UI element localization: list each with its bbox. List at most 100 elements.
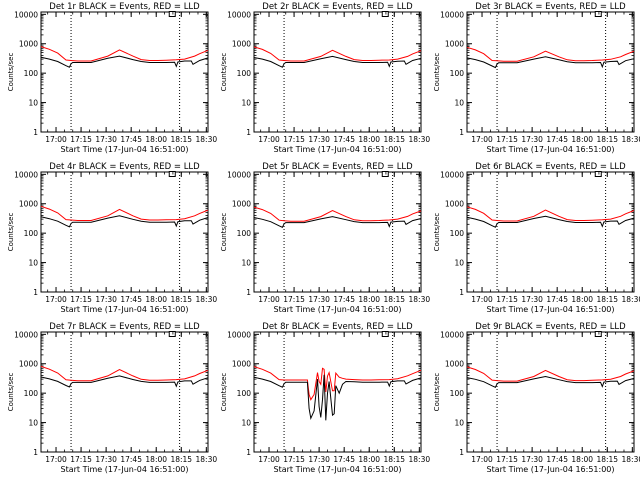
plot-frame: [40, 171, 209, 293]
x-tick-label: 17:45: [546, 295, 568, 304]
y-tick-label: 1: [459, 128, 464, 137]
x-tick-label: 17:45: [546, 455, 568, 464]
x-tick-label: 18:30: [622, 295, 640, 304]
x-tick-label: 17:15: [496, 295, 518, 304]
y-tick-label: 1000: [445, 200, 464, 209]
plot-frame: [253, 331, 422, 453]
x-axis-label: Start Time (17-Jun-04 16:51:00): [274, 145, 402, 154]
x-tick-label: 18:30: [196, 295, 218, 304]
y-tick-label: 10000: [14, 330, 38, 339]
y-tick-label: 1000: [19, 360, 38, 369]
y-tick-label: 10000: [440, 170, 464, 179]
x-axis-label: Start Time (17-Jun-04 16:51:00): [274, 305, 402, 314]
x-tick-label: 18:00: [571, 295, 593, 304]
series-line-black: [253, 374, 422, 421]
marker-box: [168, 11, 176, 17]
x-axis-label: Start Time (17-Jun-04 16:51:00): [61, 305, 189, 314]
x-tick-label: 18:00: [145, 455, 167, 464]
y-tick-label: 100: [450, 389, 465, 398]
detector-panel-1: Det 1r BLACK = Events, RED = LLD 1 10 100 10…: [7, 2, 217, 154]
plot-frame: [40, 331, 209, 453]
x-tick-label: 17:30: [308, 295, 330, 304]
x-tick-label: 18:00: [358, 295, 380, 304]
marker-box: [168, 331, 176, 337]
x-axis-label: Start Time (17-Jun-04 16:51:00): [274, 465, 402, 474]
series-line-red: [466, 366, 635, 382]
y-tick-label: 10000: [14, 10, 38, 19]
x-tick-label: 18:00: [571, 135, 593, 144]
marker-box: [594, 331, 602, 337]
y-tick-label: 10000: [14, 170, 38, 179]
x-tick-label: 18:15: [383, 135, 405, 144]
x-axis-label: Start Time (17-Jun-04 16:51:00): [487, 305, 615, 314]
x-tick-label: 18:15: [383, 455, 405, 464]
y-tick-label: 10000: [227, 330, 251, 339]
x-tick-label: 17:45: [333, 135, 355, 144]
y-tick-label: 1000: [445, 360, 464, 369]
plot-frame: [253, 171, 422, 293]
x-tick-label: 17:30: [521, 295, 543, 304]
y-tick-label: 10000: [227, 170, 251, 179]
x-tick-label: 17:30: [95, 295, 117, 304]
y-tick-label: 100: [237, 69, 252, 78]
x-tick-label: 18:00: [145, 135, 167, 144]
x-tick-label: 18:30: [409, 135, 431, 144]
y-tick-label: 1: [459, 448, 464, 457]
y-tick-label: 100: [24, 229, 39, 238]
y-tick-label: 10: [454, 99, 464, 108]
x-tick-label: 17:30: [308, 455, 330, 464]
y-tick-label: 10000: [440, 10, 464, 19]
y-axis-label: Counts/sec: [220, 213, 228, 252]
x-tick-label: 17:45: [120, 295, 142, 304]
plot-frame: [40, 11, 209, 133]
y-axis-label: Counts/sec: [7, 373, 15, 412]
x-tick-label: 18:30: [196, 455, 218, 464]
series-line-red: [466, 46, 635, 62]
x-axis-label: Start Time (17-Jun-04 16:51:00): [487, 465, 615, 474]
marker-box: [594, 11, 602, 17]
series-line-red: [253, 206, 422, 222]
y-tick-label: 1: [33, 288, 38, 297]
y-tick-label: 10: [454, 259, 464, 268]
panel-title: Det 7r BLACK = Events, RED = LLD: [49, 322, 200, 332]
x-tick-label: 18:15: [170, 455, 192, 464]
series-line-black: [466, 375, 635, 388]
y-tick-label: 100: [237, 229, 252, 238]
x-tick-label: 17:00: [258, 295, 280, 304]
x-tick-label: 17:15: [496, 135, 518, 144]
detector-panel-5: Det 5r BLACK = Events, RED = LLD 1 10 100 10…: [220, 162, 430, 314]
detector-panel-6: Det 6r BLACK = Events, RED = LLD 1 10 100 10…: [433, 162, 640, 314]
y-tick-label: 1: [246, 288, 251, 297]
series-line-red: [253, 46, 422, 62]
series-line-black: [40, 375, 209, 388]
y-tick-label: 1000: [232, 360, 251, 369]
y-axis-label: Counts/sec: [433, 373, 441, 412]
y-tick-label: 1: [459, 288, 464, 297]
x-tick-label: 17:15: [283, 295, 305, 304]
marker-box: [381, 331, 389, 337]
x-tick-label: 18:15: [383, 295, 405, 304]
x-tick-label: 17:45: [120, 135, 142, 144]
series-line-black: [466, 56, 635, 69]
x-tick-label: 18:00: [571, 455, 593, 464]
panel-title: Det 5r BLACK = Events, RED = LLD: [262, 162, 413, 172]
detector-panel-3: Det 3r BLACK = Events, RED = LLD 1 10 100 10…: [433, 2, 640, 154]
x-tick-label: 17:15: [496, 455, 518, 464]
series-line-black: [466, 215, 635, 228]
y-axis-label: Counts/sec: [7, 213, 15, 252]
panel-title: Det 2r BLACK = Events, RED = LLD: [262, 2, 413, 12]
y-tick-label: 1000: [232, 40, 251, 49]
y-tick-label: 1: [33, 448, 38, 457]
x-tick-label: 17:30: [521, 455, 543, 464]
y-tick-label: 10: [28, 419, 38, 428]
x-tick-label: 17:15: [70, 455, 92, 464]
y-axis-label: Counts/sec: [433, 53, 441, 92]
series-line-black: [40, 215, 209, 228]
x-tick-label: 17:00: [471, 455, 493, 464]
y-axis-label: Counts/sec: [7, 53, 15, 92]
marker-box: [381, 11, 389, 17]
x-tick-label: 17:30: [95, 455, 117, 464]
y-tick-label: 100: [237, 389, 252, 398]
y-axis-label: Counts/sec: [220, 53, 228, 92]
